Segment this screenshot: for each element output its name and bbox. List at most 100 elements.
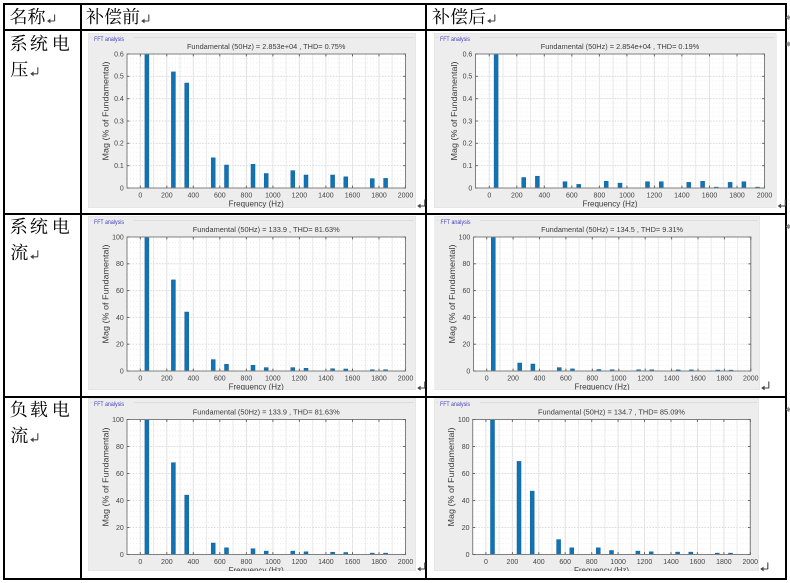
svg-text:1000: 1000 (611, 376, 627, 383)
svg-text:1000: 1000 (265, 193, 281, 200)
svg-text:Frequency (Hz): Frequency (Hz) (582, 199, 637, 208)
svg-text:Fundamental (50Hz) = 2.854e+04: Fundamental (50Hz) = 2.854e+04 , THD= 0.… (541, 42, 700, 51)
svg-text:1000: 1000 (265, 376, 281, 383)
svg-text:0.3: 0.3 (463, 118, 473, 125)
svg-text:60: 60 (462, 471, 470, 478)
svg-text:600: 600 (559, 559, 571, 566)
svg-text:80: 80 (463, 261, 471, 268)
svg-text:1200: 1200 (637, 559, 653, 566)
svg-text:0.6: 0.6 (463, 51, 473, 58)
svg-text:1600: 1600 (345, 193, 361, 200)
svg-text:Mag (% of Fundamental): Mag (% of Fundamental) (102, 427, 111, 526)
svg-text:1400: 1400 (664, 376, 680, 383)
svg-text:0.4: 0.4 (114, 96, 124, 103)
svg-text:200: 200 (507, 559, 519, 566)
svg-text:1000: 1000 (610, 559, 626, 566)
svg-text:1000: 1000 (619, 193, 635, 200)
svg-text:0.2: 0.2 (114, 141, 124, 148)
svg-text:400: 400 (533, 559, 545, 566)
svg-text:1600: 1600 (690, 376, 706, 383)
svg-text:1600: 1600 (690, 559, 706, 566)
svg-text:1400: 1400 (318, 376, 334, 383)
svg-text:0.5: 0.5 (114, 74, 124, 81)
svg-text:0: 0 (484, 559, 488, 566)
svg-text:0: 0 (138, 376, 142, 383)
svg-text:FFT analysis: FFT analysis (440, 401, 471, 408)
svg-text:20: 20 (463, 342, 471, 349)
svg-text:600: 600 (560, 376, 572, 383)
svg-text:40: 40 (116, 498, 124, 505)
svg-text:1800: 1800 (371, 559, 387, 566)
svg-text:800: 800 (586, 559, 598, 566)
svg-text:0: 0 (487, 193, 491, 200)
svg-text:Frequency (Hz): Frequency (Hz) (574, 566, 629, 575)
svg-text:0: 0 (120, 368, 124, 375)
svg-text:60: 60 (463, 288, 471, 295)
svg-text:2000: 2000 (398, 559, 414, 566)
svg-text:2000: 2000 (398, 376, 414, 383)
svg-text:400: 400 (534, 376, 546, 383)
svg-text:1800: 1800 (371, 376, 387, 383)
svg-text:600: 600 (214, 193, 226, 200)
svg-text:2000: 2000 (743, 376, 759, 383)
svg-text:FFT analysis: FFT analysis (94, 219, 125, 226)
svg-text:400: 400 (187, 193, 199, 200)
svg-text:2000: 2000 (743, 559, 759, 566)
svg-text:0: 0 (466, 368, 470, 375)
svg-text:60: 60 (116, 288, 124, 295)
svg-text:Fundamental (50Hz) = 2.853e+04: Fundamental (50Hz) = 2.853e+04 , THD= 0.… (187, 42, 346, 51)
svg-text:200: 200 (511, 193, 523, 200)
svg-text:200: 200 (507, 376, 519, 383)
svg-text:Mag (% of Fundamental): Mag (% of Fundamental) (447, 427, 456, 526)
svg-text:1800: 1800 (729, 193, 745, 200)
svg-text:Frequency (Hz): Frequency (Hz) (229, 566, 284, 575)
svg-text:0.1: 0.1 (114, 163, 124, 170)
svg-text:1400: 1400 (318, 559, 334, 566)
svg-text:80: 80 (116, 444, 124, 451)
svg-text:0: 0 (138, 193, 142, 200)
svg-text:200: 200 (161, 193, 173, 200)
svg-text:0.2: 0.2 (463, 141, 473, 148)
svg-text:1200: 1200 (637, 376, 653, 383)
svg-text:200: 200 (161, 559, 173, 566)
svg-text:100: 100 (458, 417, 470, 424)
svg-text:1000: 1000 (265, 559, 281, 566)
svg-text:0: 0 (138, 559, 142, 566)
svg-text:0.1: 0.1 (463, 163, 473, 170)
svg-text:1600: 1600 (345, 376, 361, 383)
svg-text:0: 0 (466, 552, 470, 559)
svg-text:600: 600 (566, 193, 578, 200)
svg-text:0: 0 (468, 185, 472, 192)
svg-text:1800: 1800 (371, 193, 387, 200)
svg-text:400: 400 (187, 559, 199, 566)
svg-text:100: 100 (459, 234, 471, 241)
svg-text:0: 0 (120, 185, 124, 192)
svg-text:100: 100 (112, 234, 124, 241)
svg-text:1200: 1200 (292, 376, 308, 383)
svg-text:FFT analysis: FFT analysis (441, 219, 472, 226)
svg-text:800: 800 (586, 376, 598, 383)
svg-text:1200: 1200 (292, 559, 308, 566)
svg-text:800: 800 (241, 193, 253, 200)
svg-text:1200: 1200 (292, 193, 308, 200)
svg-text:Fundamental (50Hz) = 134.7 , T: Fundamental (50Hz) = 134.7 , THD= 85.09% (538, 408, 685, 417)
svg-text:400: 400 (187, 376, 199, 383)
svg-text:0.4: 0.4 (463, 96, 473, 103)
svg-text:200: 200 (161, 376, 173, 383)
svg-text:Fundamental (50Hz) = 133.9 , T: Fundamental (50Hz) = 133.9 , THD= 81.63% (193, 408, 340, 417)
svg-text:1400: 1400 (674, 193, 690, 200)
svg-text:Mag (% of Fundamental): Mag (% of Fundamental) (102, 61, 111, 160)
svg-text:80: 80 (462, 444, 470, 451)
svg-text:40: 40 (462, 498, 470, 505)
svg-text:600: 600 (214, 559, 226, 566)
svg-text:40: 40 (116, 315, 124, 322)
svg-text:1600: 1600 (702, 193, 718, 200)
svg-text:20: 20 (462, 525, 470, 532)
svg-text:0: 0 (120, 552, 124, 559)
svg-text:100: 100 (112, 417, 124, 424)
svg-text:Mag (% of Fundamental): Mag (% of Fundamental) (450, 61, 459, 160)
svg-text:0: 0 (485, 376, 489, 383)
svg-text:1400: 1400 (663, 559, 679, 566)
svg-text:1200: 1200 (647, 193, 663, 200)
svg-text:400: 400 (538, 193, 550, 200)
